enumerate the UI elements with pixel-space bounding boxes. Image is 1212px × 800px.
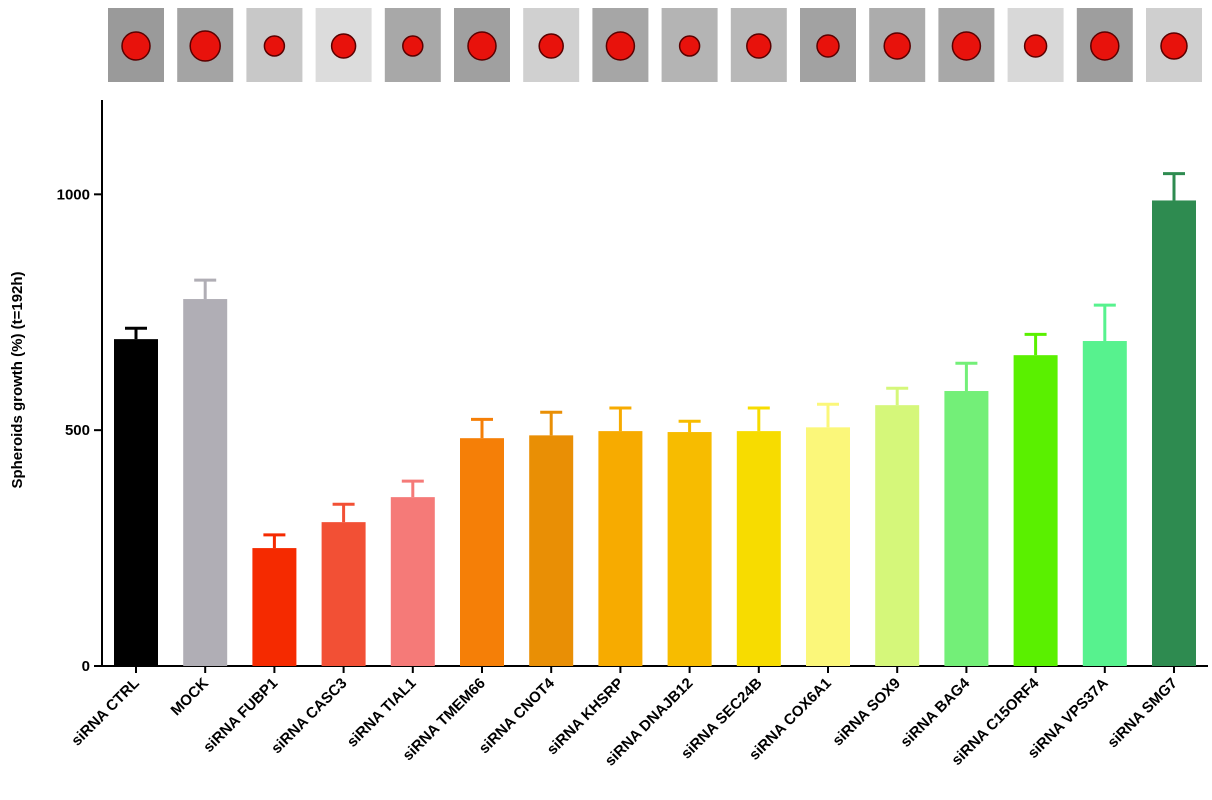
bar [321,522,366,666]
spheroid [467,31,497,61]
bar [252,548,297,666]
spheroid [746,33,772,59]
bar [736,431,781,666]
y-tick-label: 1000 [57,186,90,203]
spheroid [816,34,840,58]
bar [1013,355,1058,666]
y-tick-label: 500 [65,422,90,439]
spheroid [883,32,911,60]
y-tick-label: 0 [82,658,90,675]
spheroid [1090,31,1120,61]
bar [114,339,158,666]
y-axis-label: Spheroids growth (%) (t=192h) [9,271,26,488]
spheroid [1023,34,1048,58]
spheroid [538,33,564,59]
x-tick-label: MOCK [168,675,213,720]
bar [529,435,574,666]
spheroid [951,31,982,61]
spheroid [330,33,357,59]
bar [1082,341,1127,666]
bar [598,431,643,666]
bar [875,405,920,666]
x-tick-label: siRNA CTRL [68,675,143,750]
spheroid [678,35,701,57]
bar [460,438,504,666]
bar [1152,200,1196,666]
bar [944,391,989,666]
spheroid [121,31,151,61]
bar [667,432,712,666]
bar [390,497,435,666]
bar [806,427,850,666]
spheroid [605,31,636,61]
x-tick-label: siRNA SOX9 [829,675,904,750]
bar [183,299,228,666]
spheroid [189,30,221,62]
x-tick-label: siRNA TIAL1 [344,675,420,751]
spheroid [402,35,424,57]
x-tick-label: siRNA SMG7 [1104,675,1180,751]
spheroid [1160,32,1188,60]
spheroid [263,35,286,57]
x-tick-label: siRNA BAG4 [897,674,973,750]
